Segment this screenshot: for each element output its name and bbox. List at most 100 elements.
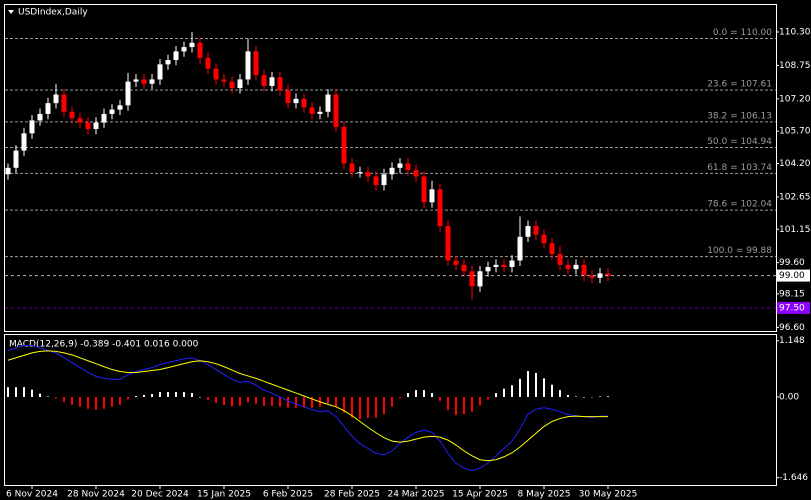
candle-body — [453, 260, 459, 265]
histogram-bar — [287, 396, 289, 408]
histogram-bar — [431, 393, 433, 397]
histogram-bar — [271, 396, 273, 406]
x-tick-label: 6 Feb 2025 — [263, 490, 313, 500]
candle-body — [333, 94, 339, 127]
histogram-bar — [551, 384, 553, 397]
candle-body — [493, 264, 499, 267]
histogram-bar — [63, 396, 65, 402]
price-marker-label: 97.50 — [779, 303, 805, 313]
candle-body — [109, 109, 115, 114]
histogram-bar — [111, 396, 113, 407]
x-tick-label: 30 May 2025 — [579, 490, 638, 500]
indicator-panel-frame — [4, 334, 777, 486]
candle-body — [357, 172, 363, 174]
candle-body — [125, 81, 131, 106]
histogram-bar — [39, 393, 41, 397]
candle-body — [309, 107, 315, 114]
histogram-bar — [279, 396, 281, 407]
candle-body — [365, 172, 371, 177]
indicator-line — [7, 345, 609, 472]
y-tick-label: 0.00 — [779, 392, 799, 402]
y-tick-label: 108.75 — [779, 61, 811, 71]
histogram-bar — [447, 396, 449, 411]
price-marker-label: 99.00 — [779, 271, 805, 281]
candle-body — [69, 111, 75, 119]
fib-label: 38.2 = 106.13 — [707, 111, 772, 121]
candle-body — [157, 64, 163, 80]
histogram-bar — [463, 396, 465, 415]
histogram-bar — [455, 396, 457, 416]
x-tick-label: 8 May 2025 — [518, 490, 571, 500]
candle-body — [405, 163, 411, 170]
candle-body — [293, 98, 299, 104]
candle-body — [253, 51, 259, 76]
chart-title: USDIndex,Daily — [18, 8, 88, 18]
fib-label: 78.6 = 102.04 — [707, 200, 772, 210]
candle-body — [13, 150, 19, 168]
x-tick-label: 15 Apr 2025 — [452, 490, 508, 500]
candle-body — [589, 275, 595, 278]
fib-label: 100.0 = 99.88 — [707, 246, 772, 256]
histogram-bar — [327, 396, 329, 404]
y-tick-label: 105.70 — [779, 127, 811, 137]
price-marker — [777, 301, 810, 314]
fib-label: 61.8 = 103.74 — [707, 163, 772, 173]
x-tick-label: 6 Nov 2024 — [6, 490, 58, 500]
histogram-bar — [607, 396, 609, 397]
candle-body — [541, 234, 547, 244]
candle-body — [461, 264, 467, 272]
y-tick-label: -1.646 — [779, 473, 808, 483]
histogram-bar — [599, 396, 601, 397]
histogram-bar — [31, 389, 33, 397]
histogram-bar — [543, 378, 545, 397]
histogram-bar — [567, 395, 569, 397]
candle-body — [469, 271, 475, 287]
histogram-bar — [87, 396, 89, 409]
candle-body — [133, 79, 139, 82]
candle-body — [221, 79, 227, 82]
candle-body — [117, 105, 123, 110]
fib-label: 0.0 = 110.00 — [713, 28, 772, 38]
candle-body — [5, 167, 11, 175]
candle-body — [213, 68, 219, 80]
y-tick-label: 99.60 — [779, 258, 805, 268]
candle-body — [429, 189, 435, 203]
histogram-bar — [135, 396, 137, 397]
candle-body — [141, 79, 147, 84]
histogram-bar — [159, 392, 161, 397]
x-tick-label: 20 Dec 2024 — [131, 490, 189, 500]
candle-body — [389, 167, 395, 175]
candle-body — [189, 42, 195, 48]
candle-body — [45, 103, 51, 114]
histogram-bar — [559, 390, 561, 397]
histogram-bar — [47, 396, 49, 397]
candle-body — [85, 122, 91, 130]
candle-body — [349, 163, 355, 173]
histogram-bar — [399, 396, 401, 399]
candle-body — [245, 51, 251, 80]
candle-body — [525, 226, 531, 237]
histogram-bar — [175, 392, 177, 397]
candle-body — [485, 266, 491, 272]
candle-body — [277, 77, 283, 91]
candle-body — [381, 174, 387, 186]
histogram-bar — [239, 396, 241, 406]
candle-body — [605, 273, 611, 276]
y-tick-label: 110.30 — [779, 28, 811, 38]
histogram-bar — [183, 392, 185, 397]
candle-body — [301, 98, 307, 108]
y-tick-label: 1.148 — [779, 336, 805, 346]
y-tick-label: 98.15 — [779, 289, 805, 299]
histogram-bar — [23, 387, 25, 397]
indicator-line — [7, 350, 609, 462]
candle-body — [165, 60, 171, 65]
fib-label: 23.6 = 107.61 — [707, 79, 772, 89]
histogram-bar — [231, 396, 233, 407]
histogram-bar — [119, 396, 121, 405]
candle-body — [445, 226, 451, 261]
histogram-bar — [495, 393, 497, 397]
candle-body — [181, 47, 187, 52]
candle-body — [269, 77, 275, 86]
candle-body — [197, 42, 203, 58]
candle-body — [509, 260, 515, 267]
